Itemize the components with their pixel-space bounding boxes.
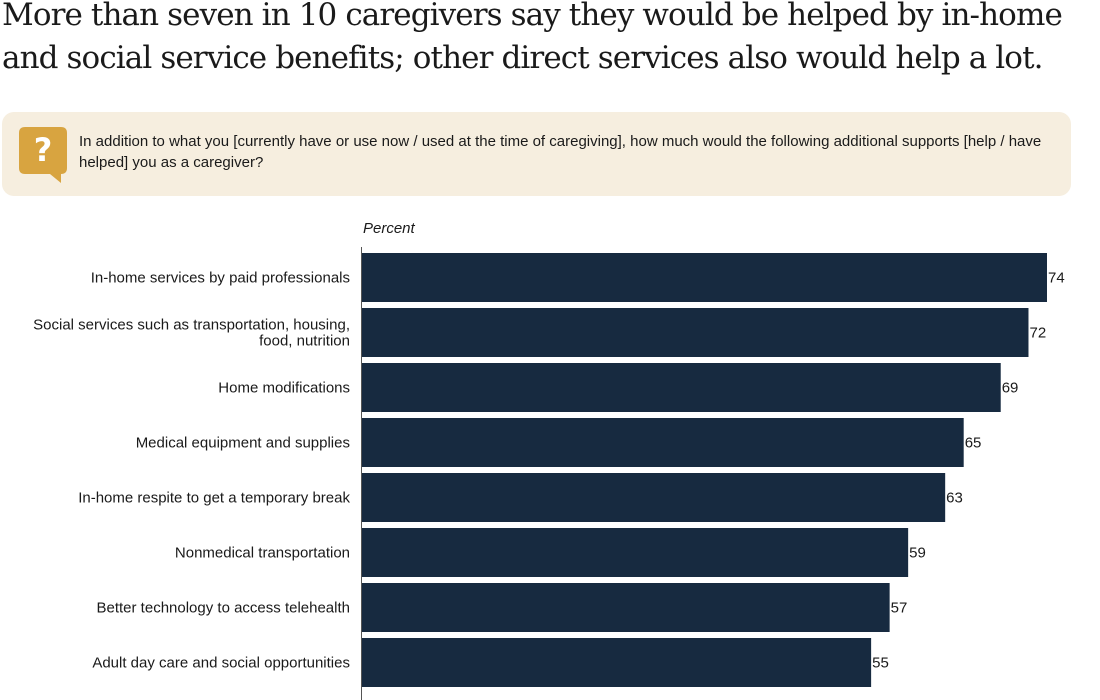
category-label: Social services such as transportation, …	[33, 317, 350, 350]
bar	[362, 253, 1047, 302]
category-label: In-home services by paid professionals	[91, 270, 350, 287]
bar-value-label: 59	[909, 545, 926, 562]
category-label: In-home respite to get a temporary break	[78, 490, 350, 507]
bar-value-label: 74	[1048, 270, 1065, 287]
bar	[362, 528, 909, 577]
bar-value-label: 72	[1029, 325, 1046, 342]
bar	[362, 418, 964, 467]
bar-chart: Percent 74 In-home services by paid profe…	[0, 215, 1100, 700]
bar	[362, 583, 890, 632]
category-label: Nonmedical transportation	[175, 545, 350, 562]
bar	[362, 473, 946, 522]
bar-value-label: 55	[872, 655, 889, 672]
category-label: Adult day care and social opportunities	[92, 655, 350, 672]
survey-question-box: ? In addition to what you [currently hav…	[2, 112, 1071, 196]
svg-text:?: ?	[34, 131, 53, 169]
question-mark-speech-bubble-icon: ?	[19, 127, 67, 183]
category-label: Better technology to access telehealth	[97, 600, 351, 617]
category-label: Home modifications	[218, 380, 350, 397]
survey-question-text: In addition to what you [currently have …	[79, 133, 1042, 171]
bar-value-label: 65	[965, 435, 982, 452]
bar-value-label: 57	[891, 600, 908, 617]
bar	[362, 363, 1001, 412]
category-label: Medical equipment and supplies	[136, 435, 350, 452]
bar	[362, 638, 872, 687]
axis-unit-label: Percent	[363, 220, 415, 237]
bar-value-label: 69	[1002, 380, 1019, 397]
bar-chart-svg: 74 In-home services by paid professionals…	[33, 247, 1065, 700]
bar-value-label: 63	[946, 490, 963, 507]
bar	[362, 308, 1029, 357]
page-title: More than seven in 10 caregivers say the…	[2, 0, 1063, 76]
